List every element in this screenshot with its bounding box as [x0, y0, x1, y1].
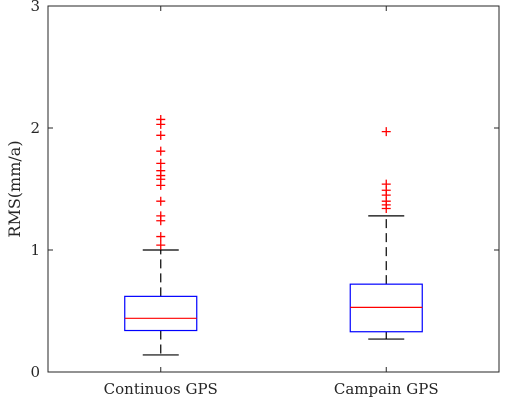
outlier-marker	[156, 130, 166, 140]
outlier-marker	[381, 179, 391, 189]
y-axis: 0 1 2 3	[30, 0, 499, 381]
iqr-box	[124, 295, 198, 332]
y-tick-label: 2	[30, 119, 40, 137]
outlier-marker	[156, 146, 166, 156]
y-tick-label: 1	[30, 241, 40, 259]
x-axis: Continuos GPS Campain GPS	[104, 6, 439, 398]
outlier-marker	[156, 114, 166, 124]
axes-frame	[47, 5, 500, 373]
box-group	[124, 114, 198, 356]
outlier-marker	[156, 240, 166, 250]
x-tick-label: Continuos GPS	[104, 380, 218, 398]
outlier-marker	[156, 211, 166, 221]
box-group	[349, 127, 423, 340]
iqr-box	[349, 283, 423, 333]
outlier-marker	[156, 196, 166, 206]
x-tick-label: Campain GPS	[334, 380, 439, 398]
outlier-marker	[156, 158, 166, 168]
y-tick-label: 0	[30, 363, 40, 381]
outlier-marker	[156, 232, 166, 242]
outlier-marker	[381, 127, 391, 137]
plot-area	[124, 114, 423, 356]
y-tick-label: 3	[30, 0, 40, 15]
y-axis-label: RMS(mm/a)	[5, 140, 24, 237]
